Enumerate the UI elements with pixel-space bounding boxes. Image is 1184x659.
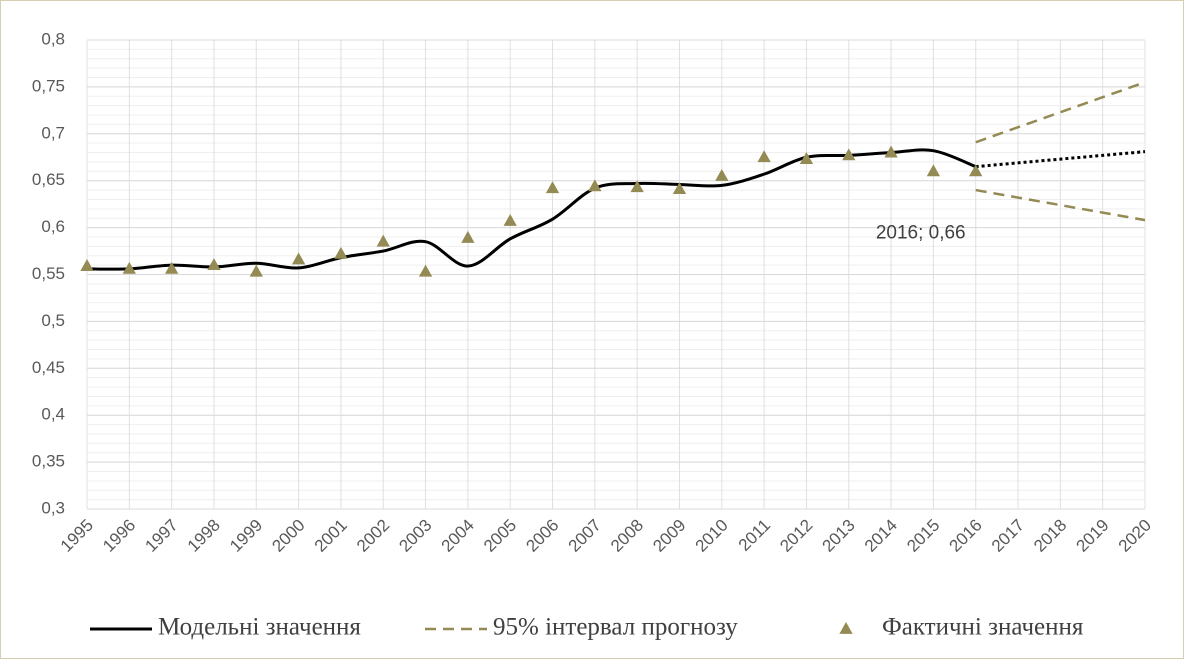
actual-marker [799,152,814,165]
legend-label: Модельні значення [158,614,361,641]
actual-marker [80,259,94,271]
y-tick-label: 0,45 [32,358,65,377]
model-line [86,148,977,271]
actual-marker [545,181,560,194]
actual-marker [207,258,221,271]
y-tick-label: 0,8 [41,29,65,48]
actual-marker [461,230,475,243]
y-tick-label: 0,75 [32,76,65,95]
y-tick-label: 0,3 [41,498,65,517]
y-tick-label: 0,7 [41,123,65,142]
forecast-line [975,150,1146,169]
y-tick-label: 0,6 [41,217,65,236]
actual-marker [418,264,433,277]
y-tick-label: 0,4 [41,405,65,424]
actual-marker [672,182,687,195]
y-tick-label: 0,35 [32,452,65,471]
actual-marker [164,261,179,274]
interval-line [975,188,1146,222]
y-tick-label: 0,55 [32,264,65,283]
legend-label: Фактичні значення [882,614,1084,641]
actual-marker [926,164,941,177]
annotation: 2016; 0,66 [876,222,966,243]
actual-marker [122,261,136,274]
actual-marker [969,164,983,177]
legend-label: 95% інтервал прогнозу [493,614,738,641]
actual-marker [291,252,306,265]
actual-marker [630,180,644,193]
actual-marker [588,179,602,192]
y-tick-label: 0,65 [32,170,65,189]
actual-marker [842,148,856,161]
actual-marker [249,264,263,277]
legend-marker [839,622,853,634]
actual-marker [334,246,348,259]
actual-marker [376,234,390,247]
interval-line [975,81,1146,144]
actual-marker [757,150,771,163]
actual-marker [884,145,898,158]
actual-marker [503,214,517,226]
y-tick-label: 0,5 [41,311,65,330]
actual-marker [715,169,729,181]
